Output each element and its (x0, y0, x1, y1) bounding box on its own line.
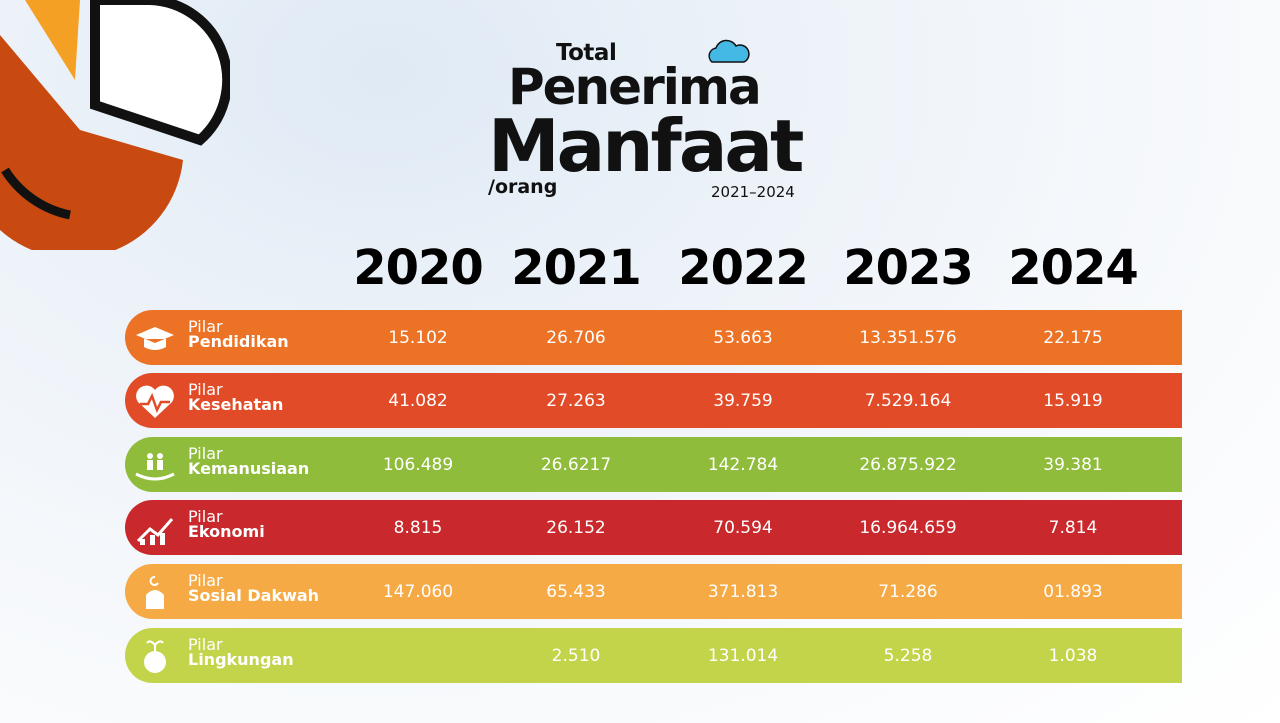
cell-value: 5.258 (883, 646, 933, 666)
cell-value: 70.594 (713, 518, 773, 538)
table-row: Pilar Lingkungan 2.510 131.014 5.258 1.038 (125, 628, 1182, 683)
table-row: Pilar Ekonomi 8.815 26.152 70.594 16.964.659 7… (125, 500, 1182, 555)
table-row: Pilar Pendidikan 15.102 26.706 53.663 13.351.… (125, 310, 1182, 365)
row-icon (128, 376, 182, 429)
cell-value: 65.433 (546, 582, 606, 602)
column-header: 2021 (511, 240, 642, 296)
cell-value: 71.286 (878, 582, 938, 602)
cell-value: 41.082 (388, 391, 448, 411)
column-header: 2020 (353, 240, 484, 296)
cell-value: 27.263 (546, 391, 606, 411)
row-label: Pilar Kemanusiaan (188, 444, 310, 478)
cell-value: 131.014 (707, 646, 779, 666)
row-icon (128, 313, 182, 366)
row-name: Kemanusiaan (188, 459, 310, 478)
row-icon (128, 440, 182, 493)
table-row: Pilar Kemanusiaan 106.489 26.6217 142.784 26.… (125, 437, 1182, 492)
unit: /orang (488, 176, 558, 198)
row-icon (128, 631, 182, 684)
row-label: Pilar Ekonomi (188, 507, 265, 541)
column-header: 2022 (678, 240, 809, 296)
row-prefix: Pilar (188, 444, 223, 463)
column-header: 2024 (1008, 240, 1139, 296)
cell-value: 147.060 (382, 582, 454, 602)
cell-value: 142.784 (707, 455, 779, 475)
cell-value: 22.175 (1043, 328, 1103, 348)
pie-slice (0, 35, 183, 250)
pie-slice (90, 0, 230, 146)
row-name: Lingkungan (188, 650, 294, 669)
cell-value: 26.6217 (540, 455, 612, 475)
table-row: Pilar Sosial Dakwah 147.060 65.433 371.813 71… (125, 564, 1182, 619)
pie-stroke (1, 167, 71, 220)
cell-value: 7.529.164 (864, 391, 952, 411)
cell-value: 371.813 (707, 582, 779, 602)
cell-value: 8.815 (393, 518, 443, 538)
row-prefix: Pilar (188, 635, 223, 654)
row-name: Pendidikan (188, 332, 289, 351)
cell-value: 26.706 (546, 328, 606, 348)
cell-value: 7.814 (1048, 518, 1098, 538)
row-name: Kesehatan (188, 395, 284, 414)
cell-value: 15.919 (1043, 391, 1103, 411)
cell-value: 2.510 (551, 646, 601, 666)
table-row: Pilar Kesehatan 41.082 27.263 39.759 7.529.16… (125, 373, 1182, 428)
row-label: Pilar Lingkungan (188, 635, 294, 669)
row-prefix: Pilar (188, 317, 223, 336)
row-label: Pilar Kesehatan (188, 380, 284, 414)
row-label: Pilar Pendidikan (188, 317, 289, 351)
row-name: Sosial Dakwah (188, 586, 320, 605)
icon (136, 518, 174, 545)
cell-value: 26.152 (546, 518, 606, 538)
row-name: Ekonomi (188, 522, 265, 541)
title-middle: Penerima (508, 58, 762, 116)
cell-value: 53.663 (713, 328, 773, 348)
row-label: Pilar Sosial Dakwah (188, 571, 320, 605)
row-icon (128, 503, 182, 556)
cell-value: 15.102 (388, 328, 448, 348)
column-header: 2023 (843, 240, 974, 296)
cell-value: 16.964.659 (859, 518, 957, 538)
icon (146, 576, 164, 609)
row-prefix: Pilar (188, 571, 223, 590)
icon (144, 640, 166, 673)
pie-slice (25, 0, 80, 80)
title-top: Total (556, 40, 617, 66)
row-icon (128, 567, 182, 620)
row-prefix: Pilar (188, 380, 223, 399)
cell-value: 13.351.576 (859, 328, 957, 348)
cell-value: 26.875.922 (859, 455, 957, 475)
cell-value: 106.489 (382, 455, 454, 475)
row-prefix: Pilar (188, 507, 223, 526)
cell-value: 1.038 (1048, 646, 1098, 666)
pie-decoration (0, 0, 230, 250)
cell-value: 39.759 (713, 391, 773, 411)
icon (136, 385, 174, 418)
title-bottom: Manfaat (488, 104, 804, 188)
period: 2021–2024 (711, 183, 795, 201)
icon (136, 327, 174, 350)
cell-value: 01.893 (1043, 582, 1103, 602)
icon (135, 453, 175, 481)
cell-value: 39.381 (1043, 455, 1103, 475)
cloud-icon (708, 39, 750, 63)
